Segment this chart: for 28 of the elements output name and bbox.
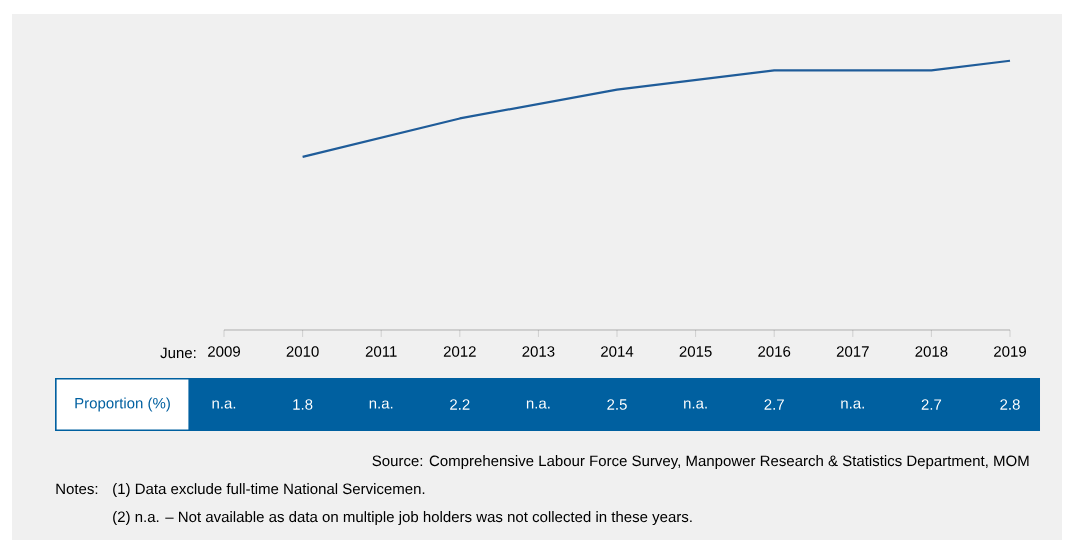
- data-label: 1.8: [293, 399, 313, 410]
- data-label: 2.2: [450, 399, 470, 410]
- text: n.a.: [526, 400, 550, 409]
- x-tick-label: 2017: [836, 346, 869, 357]
- x-axis-title: June:: [160, 347, 196, 359]
- text: n.a.: [841, 400, 864, 409]
- text: (1) Data exclude full-time National Servicemen.: [113, 483, 425, 498]
- data-label: 2.8: [1000, 399, 1020, 410]
- x-tick-label: 2010: [286, 346, 319, 357]
- text: n.a.: [369, 400, 393, 409]
- x-tick-label: 2011: [365, 346, 397, 357]
- x-tick-label: 2018: [915, 346, 948, 357]
- text: Notes:: [56, 483, 98, 495]
- y-axis-title: Proportion (%): [75, 397, 170, 412]
- text: n.a.: [212, 400, 236, 409]
- data-label: 2.7: [921, 399, 942, 410]
- x-tick-label: 2015: [679, 346, 712, 357]
- x-tick-label: 2016: [758, 346, 791, 357]
- x-tick-label: 2014: [601, 346, 634, 357]
- x-tick-label: 2019: [994, 346, 1026, 357]
- text: n.a.: [684, 400, 707, 409]
- x-tick-label: 2012: [443, 346, 476, 357]
- data-label: 2.5: [607, 399, 627, 410]
- source-note: Source: Comprehensive Labour Force Survey, Manpower Research & Statistics Department, MOM: [372, 455, 1029, 470]
- x-tick-label: 2013: [522, 346, 555, 357]
- text: (2) n.a. – Not available as data on multiple job holders was not collected in these years.: [113, 511, 692, 526]
- x-tick-label: 2009: [208, 346, 240, 357]
- data-label: 2.7: [764, 399, 784, 410]
